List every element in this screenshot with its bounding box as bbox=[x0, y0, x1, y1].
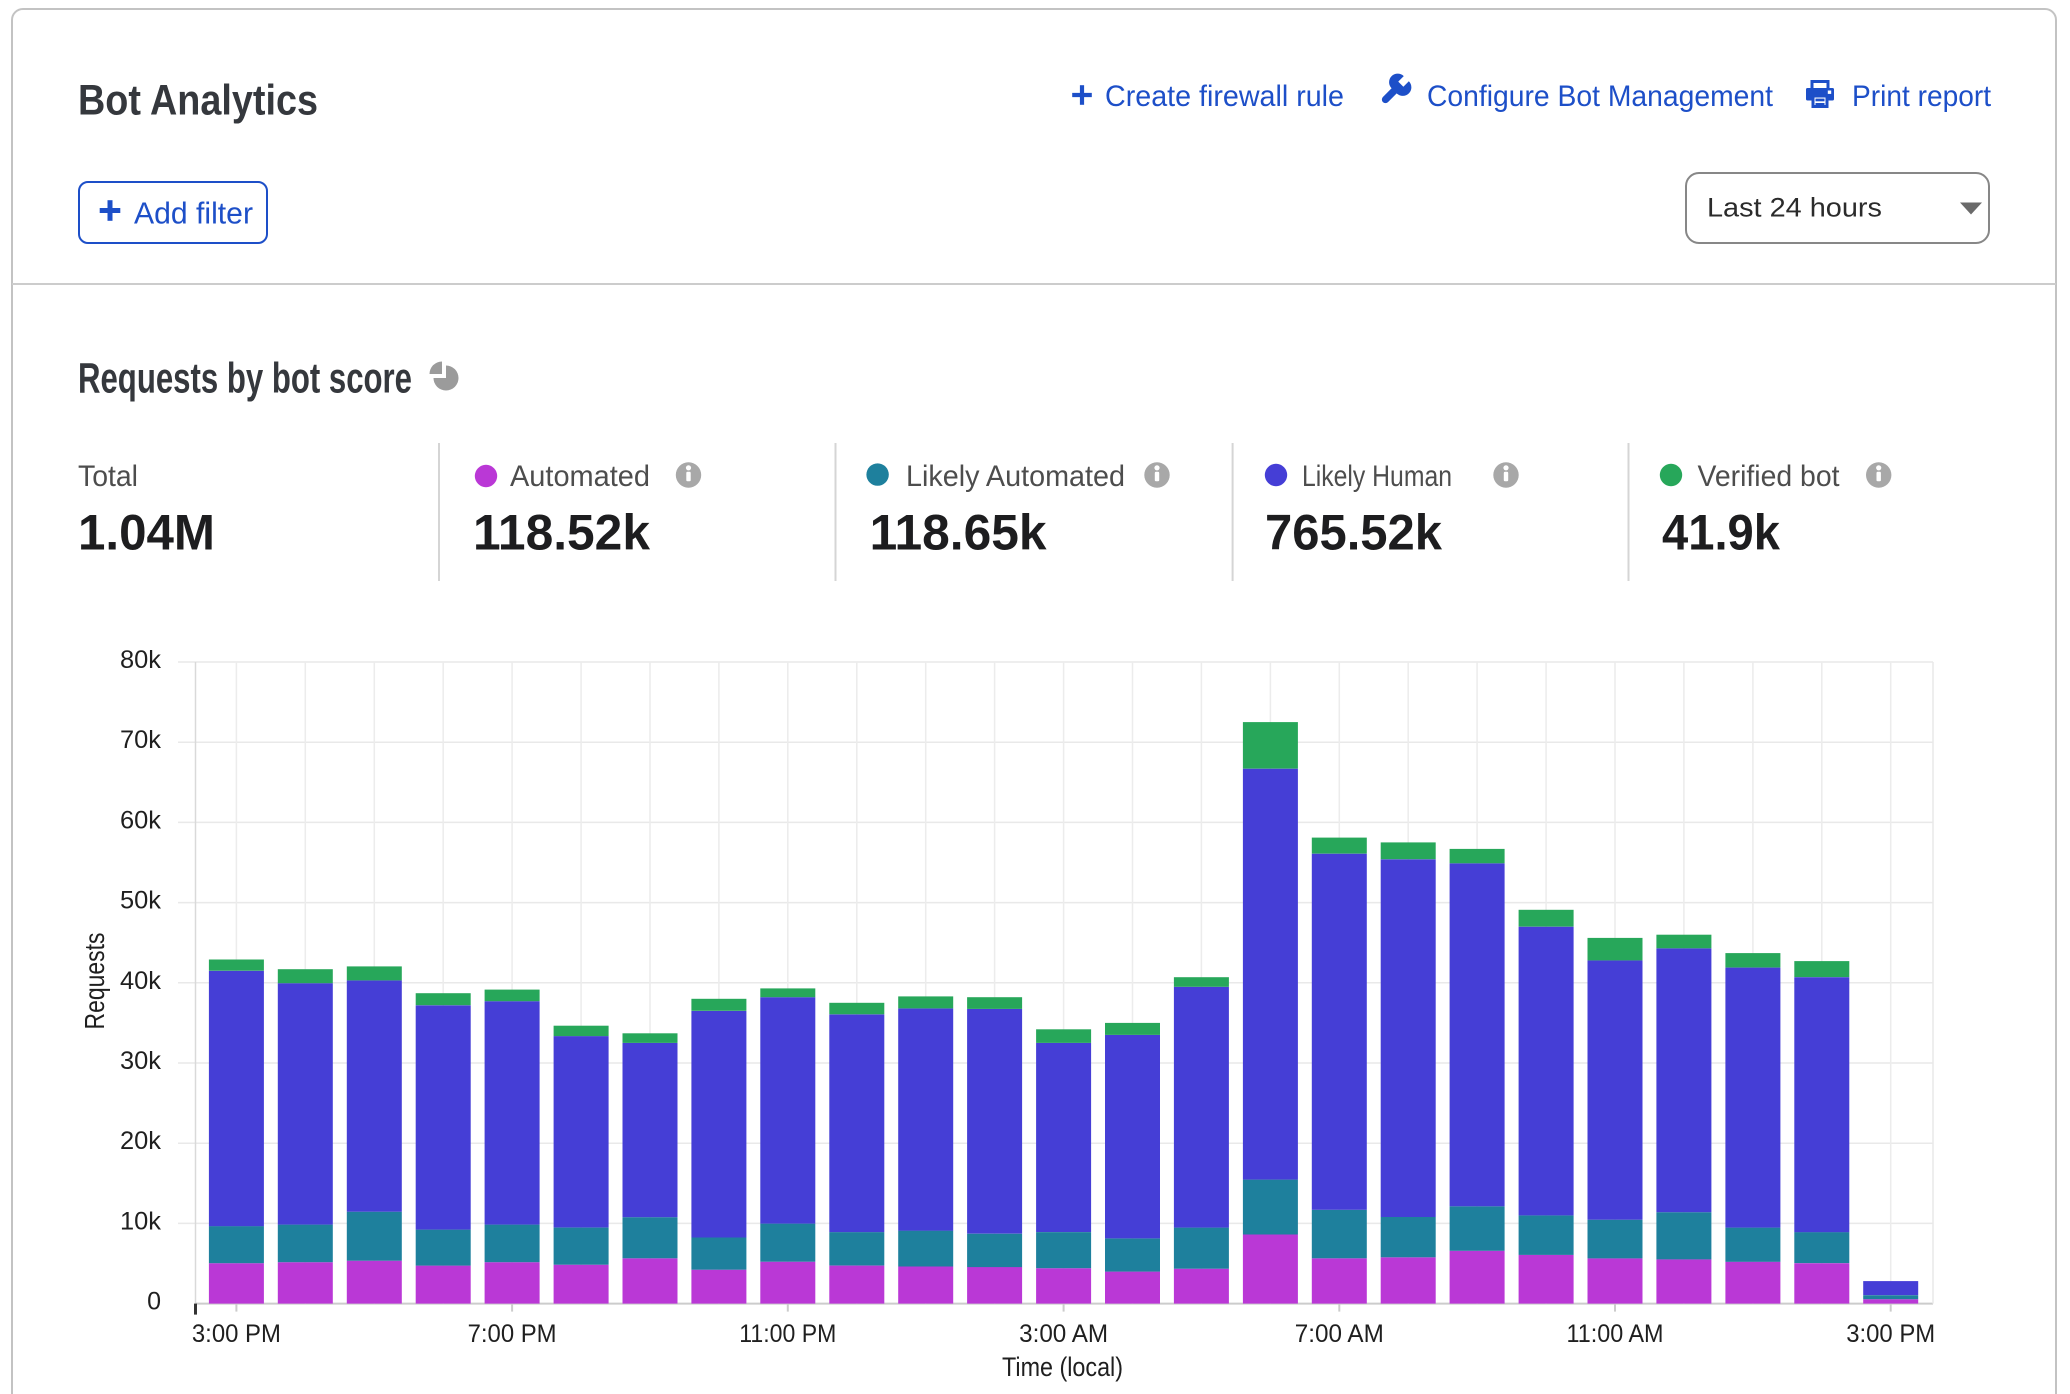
svg-text:10k: 10k bbox=[120, 1207, 162, 1235]
svg-text:Likely Human: Likely Human bbox=[1302, 460, 1452, 493]
svg-text:60k: 60k bbox=[120, 806, 162, 834]
svg-text:Time (local): Time (local) bbox=[1002, 1352, 1123, 1382]
svg-text:Print report: Print report bbox=[1852, 80, 1992, 113]
svg-text:20k: 20k bbox=[120, 1127, 162, 1155]
svg-text:Automated: Automated bbox=[510, 460, 650, 493]
svg-text:80k: 80k bbox=[120, 646, 162, 674]
svg-text:Total: Total bbox=[78, 460, 138, 493]
svg-text:30k: 30k bbox=[120, 1047, 162, 1075]
svg-text:Verified bot: Verified bot bbox=[1698, 460, 1841, 493]
svg-text:11:00 PM: 11:00 PM bbox=[739, 1320, 836, 1348]
svg-text:118.65k: 118.65k bbox=[870, 505, 1047, 561]
svg-text:7:00 AM: 7:00 AM bbox=[1295, 1320, 1384, 1348]
svg-text:Likely Automated: Likely Automated bbox=[906, 460, 1125, 493]
svg-text:Configure Bot Management: Configure Bot Management bbox=[1427, 80, 1774, 113]
svg-text:1.04M: 1.04M bbox=[78, 505, 215, 561]
svg-text:Create firewall rule: Create firewall rule bbox=[1105, 80, 1344, 113]
svg-text:Last 24 hours: Last 24 hours bbox=[1707, 192, 1882, 222]
svg-text:50k: 50k bbox=[120, 887, 162, 915]
svg-text:0: 0 bbox=[147, 1288, 161, 1316]
svg-text:765.52k: 765.52k bbox=[1265, 505, 1442, 561]
svg-text:40k: 40k bbox=[120, 967, 162, 995]
svg-text:Add filter: Add filter bbox=[134, 196, 253, 231]
svg-text:11:00 AM: 11:00 AM bbox=[1567, 1320, 1664, 1348]
svg-text:Bot Analytics: Bot Analytics bbox=[78, 76, 318, 124]
svg-text:70k: 70k bbox=[120, 726, 162, 754]
svg-text:7:00 PM: 7:00 PM bbox=[468, 1320, 557, 1348]
svg-text:3:00 PM: 3:00 PM bbox=[1846, 1320, 1935, 1348]
svg-text:41.9k: 41.9k bbox=[1662, 505, 1780, 561]
svg-text:Requests by bot score: Requests by bot score bbox=[78, 355, 412, 403]
svg-text:3:00 AM: 3:00 AM bbox=[1019, 1320, 1108, 1348]
svg-text:118.52k: 118.52k bbox=[473, 505, 650, 561]
svg-text:Requests: Requests bbox=[79, 933, 110, 1030]
svg-text:3:00 PM: 3:00 PM bbox=[192, 1320, 281, 1348]
